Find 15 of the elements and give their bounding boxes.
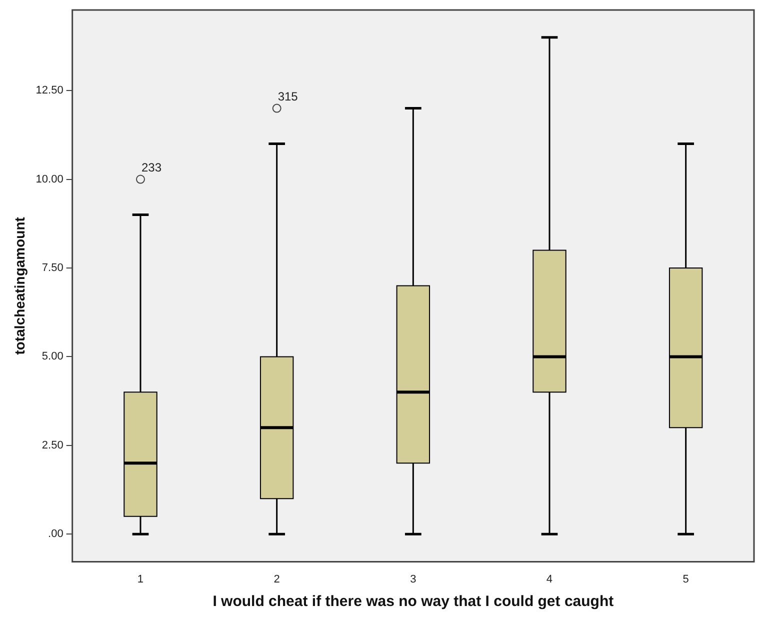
y-tick-label: 2.50 — [42, 439, 64, 452]
x-tick-label: 4 — [546, 573, 553, 586]
y-axis-title: totalcheatingamount — [11, 216, 28, 355]
x-tick-label: 3 — [410, 573, 416, 586]
y-tick-label: 7.50 — [42, 262, 64, 274]
y-tick-label: 10.00 — [36, 173, 64, 186]
x-tick-label: 5 — [682, 573, 689, 586]
y-tick-label: .00 — [48, 528, 64, 540]
y-tick-label: 5.00 — [42, 350, 64, 363]
x-tick-label: 2 — [274, 573, 280, 586]
x-axis-title: I would cheat if there was no way that I could get caught — [212, 593, 614, 610]
x-tick-label: 1 — [137, 573, 144, 586]
annotation: 315 — [278, 90, 298, 104]
annotation: 233 — [141, 160, 162, 175]
y-tick-label: 12.50 — [36, 84, 64, 97]
